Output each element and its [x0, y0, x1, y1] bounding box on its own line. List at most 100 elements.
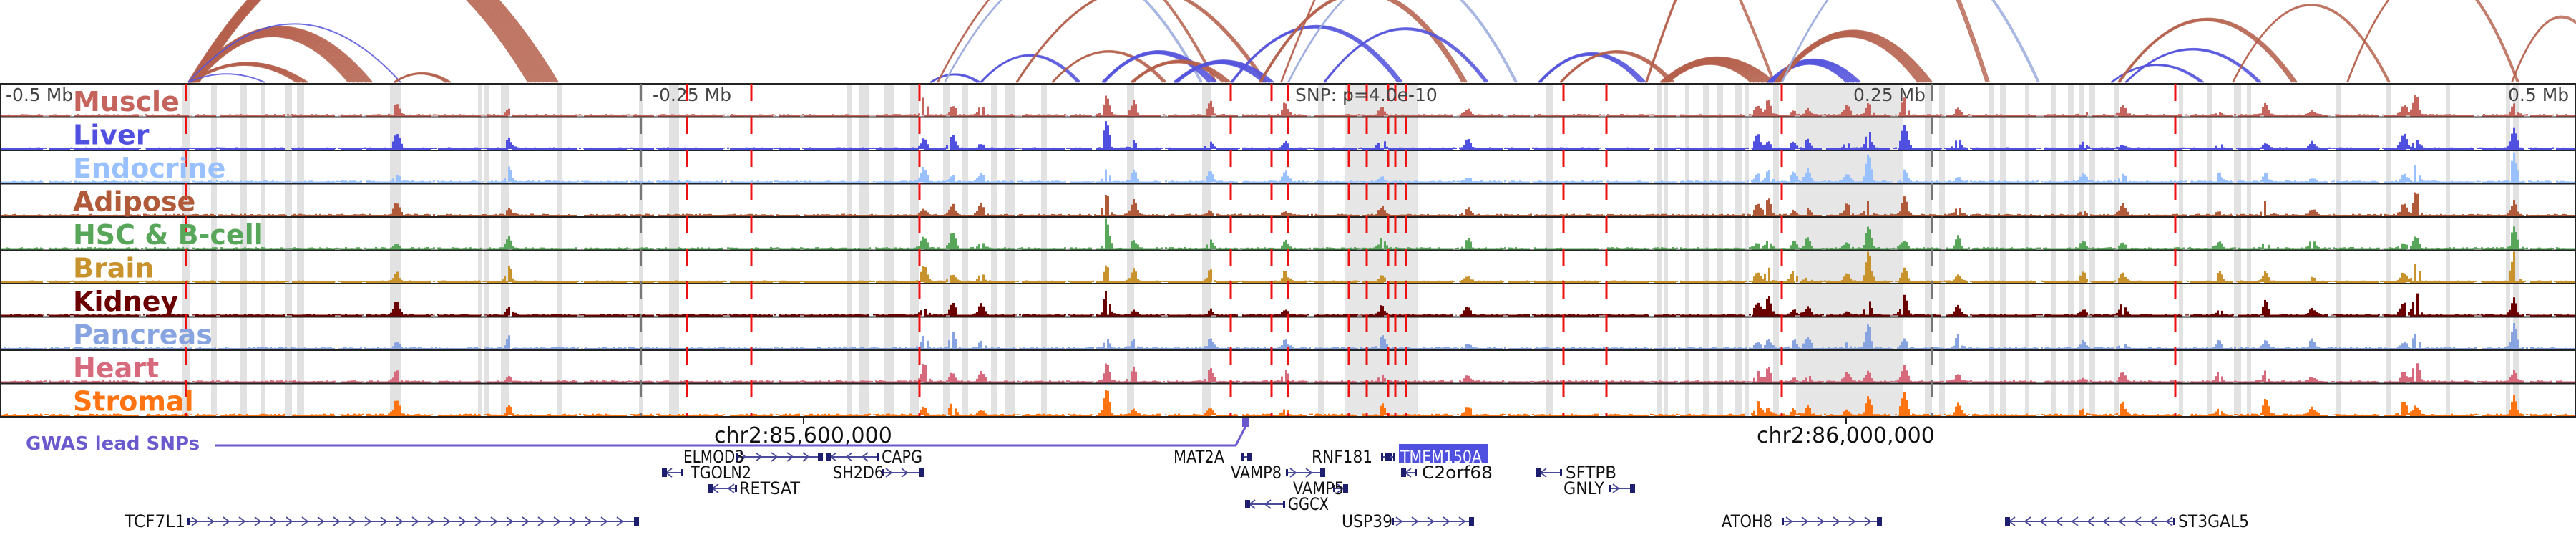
- gene-exon: [1241, 453, 1244, 461]
- gene-exon: [826, 453, 831, 461]
- signal-bars: [12, 153, 2569, 183]
- track-label: Adipose: [73, 186, 195, 218]
- gene-label[interactable]: VAMP5: [1293, 478, 1344, 498]
- gene-label[interactable]: ELMOD3: [683, 447, 744, 467]
- coordinate-axis: chr2:85,600,000 chr2:86,000,000: [0, 416, 2576, 448]
- strand-chevron: [2024, 516, 2031, 526]
- gene-exon: [1286, 469, 1288, 476]
- distance-label: -0.5 Mb: [6, 85, 73, 105]
- gene-exon: [818, 453, 823, 461]
- gene-label[interactable]: GGCX: [1288, 494, 1329, 514]
- track-label: Liver: [73, 120, 150, 151]
- chromatin-loop-arc: [1104, 53, 1209, 83]
- strand-chevron: [861, 452, 869, 462]
- gene-tmem150a[interactable]: TMEM150A: [1385, 444, 1488, 467]
- track-label: Kidney: [73, 286, 178, 317]
- strand-chevron: [522, 516, 530, 526]
- gene-vamp5[interactable]: VAMP5: [1293, 478, 1348, 498]
- strand-chevron: [755, 452, 763, 462]
- chromatin-loop-arc: [980, 55, 1078, 83]
- chromatin-loop-arc: [1324, 29, 1486, 83]
- strand-chevron: [286, 516, 293, 526]
- strand-chevron: [771, 452, 779, 462]
- track-label: Endocrine: [73, 153, 225, 184]
- gene-label[interactable]: SFTPB: [1566, 463, 1616, 483]
- distance-label: -0.25 Mb: [653, 85, 731, 105]
- gene-label[interactable]: SH2D6: [833, 463, 884, 483]
- chromatin-loop-arc: [937, 0, 1216, 83]
- gene-exon: [736, 453, 738, 461]
- gene-sftpb[interactable]: SFTPB: [1536, 463, 1616, 483]
- chromatin-loop-arc: [187, 23, 401, 83]
- strand-chevron: [207, 516, 215, 526]
- strand-chevron: [191, 516, 199, 526]
- gene-sh2d6[interactable]: SH2D6: [833, 463, 924, 483]
- gene-label[interactable]: TGOLN2: [690, 463, 751, 483]
- gene-c2orf68[interactable]: C2orf68: [1401, 463, 1493, 483]
- strand-chevron: [348, 516, 356, 526]
- gene-label[interactable]: ST3GAL5: [2178, 511, 2249, 531]
- gene-label[interactable]: C2orf68: [1422, 463, 1493, 483]
- gene-st3gal5[interactable]: ST3GAL5: [2005, 511, 2249, 531]
- track-label: Muscle: [73, 86, 180, 117]
- gene-retsat[interactable]: RETSAT: [708, 478, 800, 498]
- gene-atoh8[interactable]: ATOH8: [1722, 511, 1882, 531]
- gene-rnf181[interactable]: RNF181: [1312, 447, 1392, 467]
- strand-chevron: [1817, 516, 1825, 526]
- gene-exon: [2173, 518, 2175, 525]
- gene-label[interactable]: TCF7L1: [124, 511, 185, 531]
- gene-usp39[interactable]: USP39: [1342, 511, 1474, 531]
- gene-exon: [1385, 453, 1390, 461]
- chromatin-loop-arc: [1540, 54, 1640, 83]
- gene-mat2a[interactable]: MAT2A: [1174, 447, 1252, 467]
- gene-label[interactable]: MAT2A: [1174, 447, 1225, 467]
- strand-chevron: [786, 452, 794, 462]
- strand-chevron: [474, 516, 482, 526]
- chromatin-loop-arc: [944, 0, 1203, 83]
- gene-highlight-box: [1399, 444, 1488, 463]
- strand-chevron: [411, 516, 419, 526]
- gwas-lead-snp-marker[interactable]: [1242, 418, 1249, 427]
- gene-tgoln2[interactable]: TGOLN2: [662, 463, 751, 483]
- chromatin-loop-arc: [2125, 49, 2259, 83]
- gene-tcf7l1[interactable]: TCF7L1: [124, 511, 639, 531]
- strand-chevron: [490, 516, 498, 526]
- gene-label[interactable]: VAMP8: [1231, 463, 1282, 483]
- strand-chevron: [585, 516, 592, 526]
- track-label: Stromal: [73, 386, 194, 418]
- gene-exon: [1343, 484, 1348, 493]
- gene-label[interactable]: RETSAT: [739, 478, 800, 498]
- strand-chevron: [1264, 499, 1272, 509]
- chromatin-loop-arc: [394, 73, 447, 83]
- gene-label[interactable]: CAPG: [882, 447, 922, 467]
- track-label: Pancreas: [73, 319, 213, 351]
- strand-chevron: [2118, 516, 2126, 526]
- gene-gnly[interactable]: GNLY: [1563, 478, 1635, 498]
- strand-chevron: [553, 516, 561, 526]
- strand-chevron: [364, 516, 372, 526]
- signal-bars: [10, 291, 2569, 316]
- track-label: Brain: [73, 253, 154, 284]
- gene-label[interactable]: RNF181: [1312, 447, 1372, 467]
- chromatin-loop-arc: [1133, 62, 1224, 83]
- chromatin-loop-arc: [1231, 26, 1399, 83]
- strand-chevron: [901, 468, 909, 478]
- gene-ggcx[interactable]: GGCX: [1245, 494, 1329, 514]
- gene-elmod3[interactable]: ELMOD3: [683, 447, 823, 467]
- strand-chevron: [317, 516, 325, 526]
- gene-capg[interactable]: CAPG: [826, 447, 922, 467]
- gene-vamp8[interactable]: VAMP8: [1231, 463, 1325, 483]
- gene-label[interactable]: GNLY: [1563, 478, 1604, 498]
- gene-exon: [1283, 501, 1285, 508]
- chromatin-loop-arc: [931, 74, 978, 83]
- strand-chevron: [380, 516, 388, 526]
- strand-chevron: [1395, 516, 1403, 526]
- gene-label[interactable]: TMEM150A: [1400, 447, 1482, 467]
- signal-bars: [4, 121, 2569, 149]
- gene-label[interactable]: ATOH8: [1722, 511, 1772, 531]
- gene-exon: [1469, 517, 1474, 526]
- gene-label[interactable]: USP39: [1342, 511, 1392, 531]
- chromatin-loop-arc: [1287, 0, 1516, 83]
